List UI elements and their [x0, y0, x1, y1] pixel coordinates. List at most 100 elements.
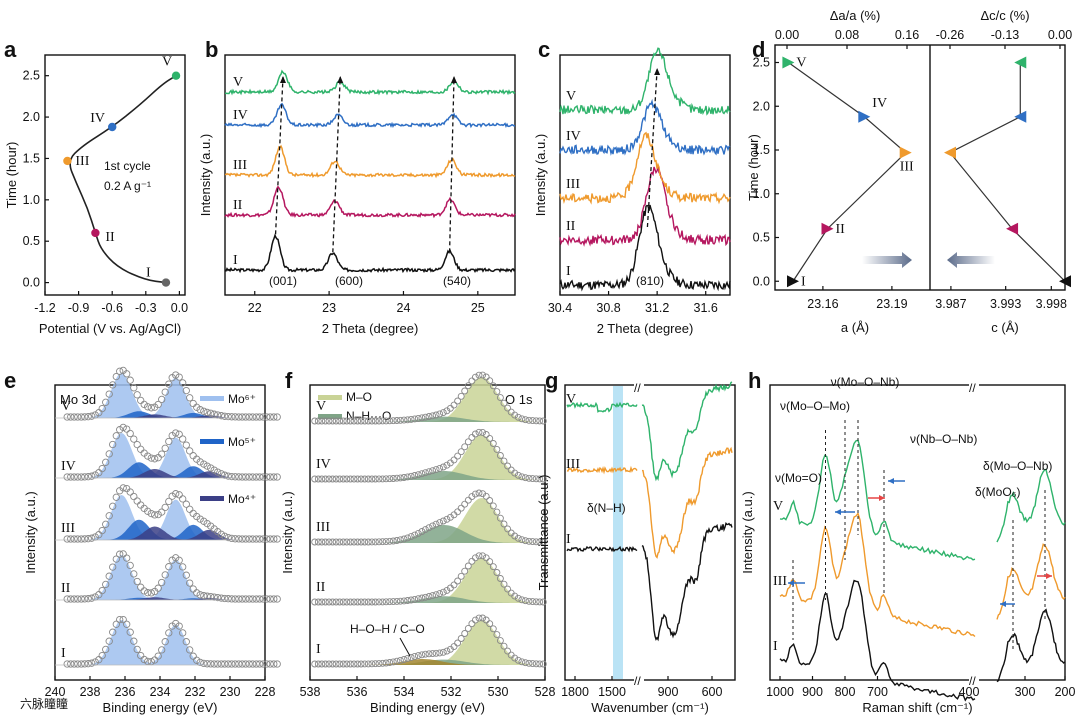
x-tick: 230	[220, 685, 241, 699]
data-point	[221, 594, 229, 603]
data-point	[525, 597, 533, 605]
point-label-I: I	[146, 266, 151, 281]
data-point	[259, 595, 267, 603]
data-point	[468, 377, 476, 385]
raman-annotation: δ(MoO₆)	[975, 485, 1021, 499]
xrd-pattern-V	[224, 69, 516, 96]
data-point	[411, 531, 419, 539]
data-point	[77, 535, 85, 543]
data-point	[252, 595, 260, 603]
data-point	[425, 413, 433, 420]
data-point	[368, 660, 376, 668]
data-point	[525, 474, 533, 482]
data-point	[116, 615, 124, 624]
data-point	[475, 489, 483, 497]
data-point	[457, 392, 465, 400]
data-point	[421, 650, 429, 658]
data-point	[196, 658, 204, 667]
data-point	[489, 563, 497, 571]
data-point	[123, 620, 131, 628]
data-point	[109, 563, 117, 571]
top-axis-label-left: Δa/a (%)	[830, 8, 881, 23]
data-point	[263, 595, 271, 603]
data-point	[130, 492, 138, 501]
data-point	[475, 428, 483, 436]
data-point	[266, 535, 274, 543]
data-point	[511, 592, 519, 600]
data-point	[325, 417, 333, 425]
data-point	[245, 535, 253, 543]
data-point	[504, 585, 512, 593]
data-point	[414, 595, 422, 603]
x-tick: 200	[1055, 685, 1076, 699]
data-point	[521, 416, 529, 424]
point-III	[63, 156, 72, 166]
data-point	[393, 474, 401, 482]
data-point	[74, 473, 82, 481]
data-point	[346, 598, 354, 606]
data-point	[329, 598, 337, 606]
data-point	[439, 409, 447, 417]
data-point	[500, 399, 508, 407]
c-point-II	[1006, 222, 1019, 235]
x-axis-label-left: a (Å)	[841, 320, 869, 335]
data-point	[70, 413, 78, 421]
panel-d-frame	[774, 44, 1066, 291]
data-point	[364, 598, 372, 606]
data-point	[311, 417, 319, 425]
y-axis-label: Intensity (a.u.)	[280, 491, 295, 573]
data-point	[396, 597, 404, 605]
data-point	[514, 471, 522, 479]
data-point	[414, 414, 422, 422]
data-point	[521, 597, 529, 605]
data-point	[140, 587, 148, 595]
spectrum-label-I: I	[316, 642, 321, 657]
data-point	[242, 660, 250, 668]
data-point	[318, 475, 326, 483]
data-point	[189, 452, 197, 460]
data-point	[228, 660, 236, 668]
x-tick: 31.6	[694, 301, 718, 315]
x-tick: 600	[702, 685, 723, 699]
x-tick: 30.8	[596, 301, 620, 315]
data-point	[67, 595, 75, 603]
data-point	[357, 475, 365, 483]
data-point	[464, 562, 472, 570]
point-II	[91, 228, 100, 238]
y-axis-label: Time (hour)	[746, 134, 761, 201]
data-point	[259, 535, 267, 543]
data-point	[102, 398, 110, 406]
x-axis-label: 2 Theta (degree)	[597, 321, 694, 336]
data-point	[224, 472, 232, 480]
data-point	[273, 473, 281, 481]
data-point	[443, 461, 451, 469]
data-point	[112, 493, 120, 501]
x-tick: -0.9	[68, 301, 90, 315]
data-point	[379, 538, 387, 546]
data-point	[479, 614, 487, 622]
data-point	[238, 660, 246, 668]
raman-annotation: ν(Mo–O–Mo)	[780, 399, 850, 413]
data-point	[105, 450, 113, 458]
data-point	[182, 441, 190, 449]
panel-e-label: e	[4, 368, 16, 393]
data-point	[130, 384, 138, 392]
data-point	[396, 416, 404, 424]
data-point	[332, 660, 340, 668]
top-tick: 0.00	[775, 28, 799, 42]
data-point	[214, 660, 222, 668]
a-label-III: III	[900, 160, 914, 175]
data-point	[109, 502, 117, 510]
data-point	[321, 417, 329, 425]
data-point	[393, 657, 401, 665]
data-point	[382, 475, 390, 483]
data-point	[454, 452, 462, 460]
y-axis-label: Intensity (a.u.)	[740, 491, 755, 573]
data-point	[88, 594, 96, 602]
data-point	[133, 577, 141, 586]
data-point	[116, 367, 124, 375]
data-point	[468, 493, 476, 501]
y-tick: 2.5	[23, 69, 40, 83]
data-point	[249, 595, 257, 603]
data-point	[464, 382, 472, 390]
